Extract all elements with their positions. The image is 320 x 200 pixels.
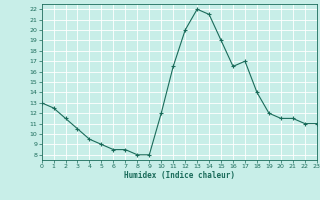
X-axis label: Humidex (Indice chaleur): Humidex (Indice chaleur)	[124, 171, 235, 180]
